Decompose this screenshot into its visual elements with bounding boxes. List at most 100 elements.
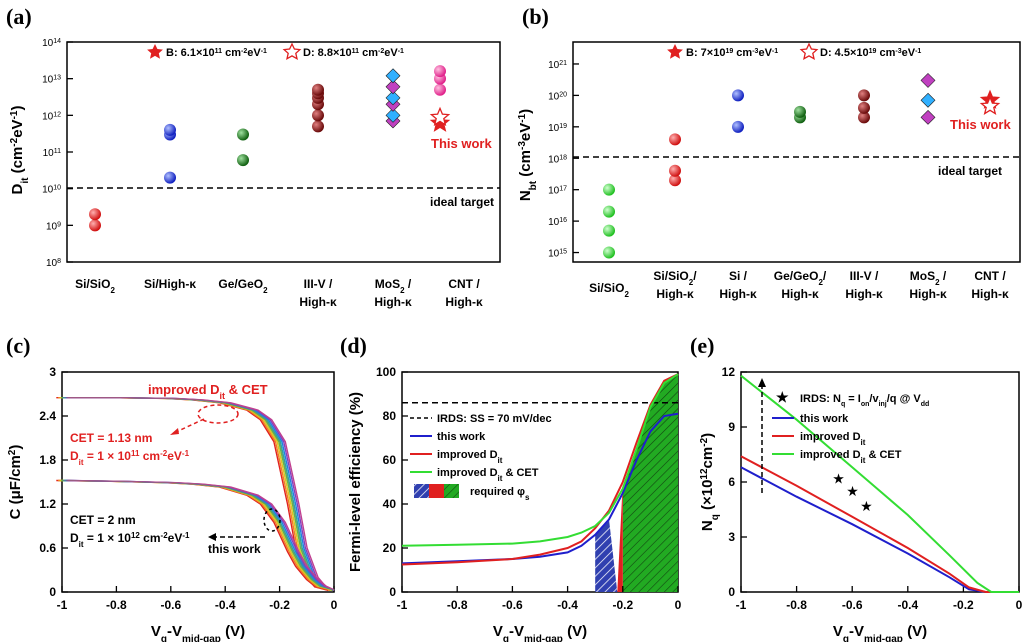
star-marker-icon: ★ — [776, 389, 789, 405]
svg-text:D: 4.5×1019 cm-3eV-1: D: 4.5×1019 cm-3eV-1 — [820, 47, 921, 59]
this-work-star — [979, 95, 1001, 115]
d-curve-improved-Dit---CET — [401, 373, 679, 547]
y-axis-label-c: C (μF/cm2) — [7, 445, 25, 520]
x-tick-label: -0.6 — [502, 598, 523, 612]
svg-text:B: 6.1×1011 cm-2eV-1: B: 6.1×1011 cm-2eV-1 — [166, 47, 267, 59]
legend-e-improved: improved Dit — [800, 431, 866, 447]
x-axis-label-e: Vg-Vmid-gap (V) — [833, 623, 927, 642]
x-tick-label: -1 — [736, 598, 747, 612]
y-tick-label: 60 — [383, 453, 397, 467]
data-point — [603, 205, 615, 218]
y-tick-label: 1011 — [43, 148, 61, 160]
data-point — [669, 133, 681, 146]
category-b-7b: High-κ — [971, 287, 1009, 301]
data-point — [669, 164, 681, 177]
legend-e: ★ IRDS: Nq = Ion/vinj/q @ Vdd this work … — [772, 389, 929, 465]
y-tick-label: 9 — [728, 420, 735, 434]
y-axis-label-e: Nq (×1012cm-2) — [699, 433, 721, 531]
irds-star-marker: ★ — [860, 498, 873, 514]
legend-e-thiswork: this work — [800, 413, 849, 425]
e-curve-this-work — [740, 466, 1019, 593]
y-tick-label: 1013 — [42, 74, 61, 86]
y-axis-label-b: Nbt (cm-3eV-1) — [517, 109, 539, 201]
data-point — [858, 111, 870, 124]
required-phi-blue — [595, 519, 618, 592]
y-tick-label: 0 — [728, 585, 735, 599]
y-tick-label: 80 — [383, 409, 397, 423]
y-tick-label: 1021 — [548, 59, 567, 71]
y-axis-label-a: Dit (cm-2eV-1) — [9, 106, 31, 195]
y-tick-label: 1016 — [548, 217, 567, 229]
data-point — [434, 83, 446, 96]
data-point — [237, 154, 249, 167]
y-tick-label: 109 — [46, 221, 61, 233]
data-point — [89, 219, 101, 232]
legend-e-irds: IRDS: Nq = Ion/vinj/q @ Vdd — [800, 393, 929, 408]
category-a-4: III-V / — [304, 277, 333, 291]
category-b-5b: High-κ — [845, 287, 883, 301]
category-a-5: MoS2 / — [375, 277, 412, 295]
x-tick-label: -0.4 — [897, 598, 918, 612]
legend-a-d: D: 8.8×10 — [303, 47, 352, 59]
data-point — [669, 174, 681, 187]
legend-a-b: B: 6.1×10 — [166, 47, 215, 59]
annot-this-work-c: this work — [208, 542, 261, 556]
annot-cet1: CET = 1.13 nm — [70, 431, 152, 445]
x-axis-label-d: Vg-Vmid-gap (V) — [493, 623, 587, 642]
category-b-5: III-V / — [850, 269, 879, 283]
category-b-4: Ge/GeO2/ — [774, 269, 827, 287]
x-tick-label: -0.4 — [557, 598, 578, 612]
data-point — [312, 109, 324, 122]
annot-dit1: Dit = 1 × 1011 cm-2eV-1 — [70, 449, 190, 467]
legend-d-irds: IRDS: SS = 70 mV/dec — [437, 413, 552, 425]
category-b-6b: High-κ — [909, 287, 947, 301]
y-tick-label: 1010 — [42, 184, 61, 196]
y-tick-label: 108 — [46, 258, 61, 270]
y-tick-label: 1012 — [42, 111, 61, 123]
d-curve-improved-Dit — [401, 373, 679, 566]
data-point — [732, 89, 744, 102]
svg-text:B: 7×1019 cm-3eV-1: B: 7×1019 cm-3eV-1 — [686, 47, 778, 59]
this-work-label-b: This work — [950, 117, 1011, 132]
irds-star-marker: ★ — [846, 483, 859, 499]
legend-a: B: 6.1×1011 cm-2eV-1 D: 8.8×1011 cm-2eV-… — [147, 42, 404, 60]
e-curve-improved-Dit — [740, 455, 1019, 593]
legend-b-d: D: 4.5×10 — [820, 47, 869, 59]
category-b-1: Si/SiO2 — [589, 281, 629, 299]
y-tick-label: 20 — [383, 541, 397, 555]
category-a-4b: High-κ — [299, 295, 337, 309]
x-tick-label: 0 — [331, 598, 338, 612]
this-work-star — [429, 112, 451, 132]
legend-b-b: B: 7×10 — [686, 47, 725, 59]
category-b-7: CNT / — [974, 269, 1006, 283]
y-tick-label: 12 — [722, 365, 736, 379]
data-point — [312, 83, 324, 96]
panel-c: -1 -0.8 -0.6 -0.4 -0.2 0 0 0.6 1.2 1.8 2.4 3 C (μF/… — [7, 365, 338, 642]
data-point — [312, 120, 324, 133]
x-tick-label: -0.8 — [786, 598, 807, 612]
data-point — [858, 101, 870, 114]
data-point — [794, 105, 806, 118]
panel-label-a: (a) — [6, 4, 32, 29]
star-filled-icon — [667, 44, 683, 59]
y-tick-label: 1019 — [548, 122, 567, 134]
data-point — [732, 120, 744, 133]
y-tick-label: 3 — [49, 365, 56, 379]
legend-d-thiswork: this work — [437, 431, 486, 443]
data-point — [385, 68, 401, 84]
y-tick-label: 2.4 — [39, 409, 56, 423]
legend-b: B: 7×1019 cm-3eV-1 D: 4.5×1019 cm-3eV-1 — [667, 42, 921, 60]
legend-e-improved-cet: improved Dit & CET — [800, 449, 902, 465]
this-work-label-a: This work — [431, 136, 492, 151]
y-tick-label: 3 — [728, 530, 735, 544]
y-tick-label: 1017 — [548, 185, 567, 197]
data-point — [385, 90, 401, 106]
data-point — [603, 183, 615, 196]
annot-dit2: Dit = 1 × 1012 cm-2eV-1 — [70, 531, 190, 549]
y-tick-label: 100 — [376, 365, 396, 379]
x-tick-label: -0.4 — [215, 598, 236, 612]
data-point — [920, 72, 936, 88]
data-point — [164, 123, 176, 136]
y-tick-label: 1.8 — [39, 453, 56, 467]
annot-cet2: CET = 2 nm — [70, 513, 136, 527]
